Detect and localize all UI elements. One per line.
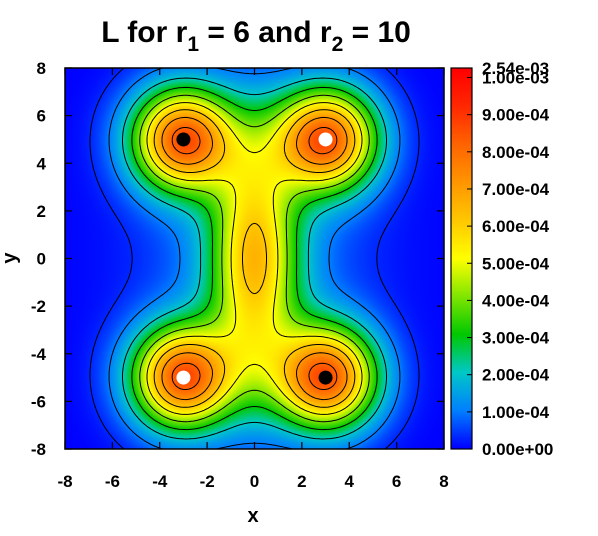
colorbar-label: 9.00e-04: [482, 106, 550, 125]
x-tick-label: 6: [392, 472, 401, 491]
plot-frame: [64, 67, 445, 450]
colorbar: 0.00e+00 1.00e-04 2.00e-04 3.00e-04 4.00e-04…: [450, 59, 553, 459]
x-tick-label: -2: [200, 472, 215, 491]
colorbar-label: 0.00e+00: [482, 440, 553, 459]
colorbar-label: 5.00e-04: [482, 254, 550, 273]
y-tick-label: -8: [31, 440, 46, 459]
contour-level-5: [146, 102, 363, 415]
y-tick-label: 6: [37, 107, 46, 126]
colorbar-label: 4.00e-04: [482, 291, 550, 310]
y-tick-label: -2: [31, 297, 46, 316]
x-tick-label: 2: [297, 472, 306, 491]
colorbar-label: 1.00e-04: [482, 403, 550, 422]
contour-level-8: [171, 127, 338, 390]
colorbar-label: 7.00e-04: [482, 180, 550, 199]
y-tick-label: -6: [31, 392, 46, 411]
contour-level-3: [131, 86, 378, 431]
x-tick-label: 4: [345, 472, 355, 491]
colorbar-gradient: [451, 68, 472, 449]
y-tick-labels: -8 -6 -4 -2 0 2 4 6 8: [31, 59, 47, 459]
y-tick-label: 2: [37, 202, 46, 221]
plot-area: [65, 68, 444, 449]
point-marker-3: [176, 370, 191, 385]
x-tick-label: 8: [439, 472, 448, 491]
contour-level-6: [153, 109, 356, 408]
contour-level-2: [122, 77, 387, 440]
colorbar-label: 1.00e-03: [482, 69, 549, 88]
y-axis-label: y: [0, 252, 21, 264]
x-tick-label: -8: [57, 472, 72, 491]
x-tick-label: -6: [105, 472, 120, 491]
colorbar-border: [450, 67, 473, 450]
y-tick-label: 8: [37, 59, 46, 78]
colorbar-label: 8.00e-04: [482, 143, 550, 162]
colorbar-label: 2.54e-03: [482, 59, 549, 78]
colorbar-label: 2.00e-04: [482, 366, 550, 385]
x-tick-labels: -8 -6 -4 -2 0 2 4 6 8: [57, 472, 448, 491]
y-tick-label: 0: [37, 250, 46, 269]
contour-level-0: [89, 67, 420, 450]
colorbar-label: 6.00e-04: [482, 217, 550, 236]
contour-level-4: [139, 94, 370, 423]
contour-level-7: [161, 116, 348, 401]
point-marker-4: [318, 370, 333, 385]
x-axis-label: x: [247, 505, 258, 527]
contour-lines: [89, 67, 420, 450]
point-marker-2: [318, 132, 333, 147]
y-tick-label: -4: [31, 345, 47, 364]
point-markers: [176, 132, 333, 385]
point-marker-1: [176, 132, 191, 147]
contour-level-1: [108, 67, 401, 450]
x-tick-label: 0: [250, 472, 259, 491]
x-tick-label: -4: [152, 472, 168, 491]
colorbar-label: 3.00e-04: [482, 329, 550, 348]
heatmap-image: [65, 68, 444, 449]
y-tick-label: 4: [37, 154, 47, 173]
chart-title: L for r1 = 6 and r2 = 10: [101, 16, 411, 56]
